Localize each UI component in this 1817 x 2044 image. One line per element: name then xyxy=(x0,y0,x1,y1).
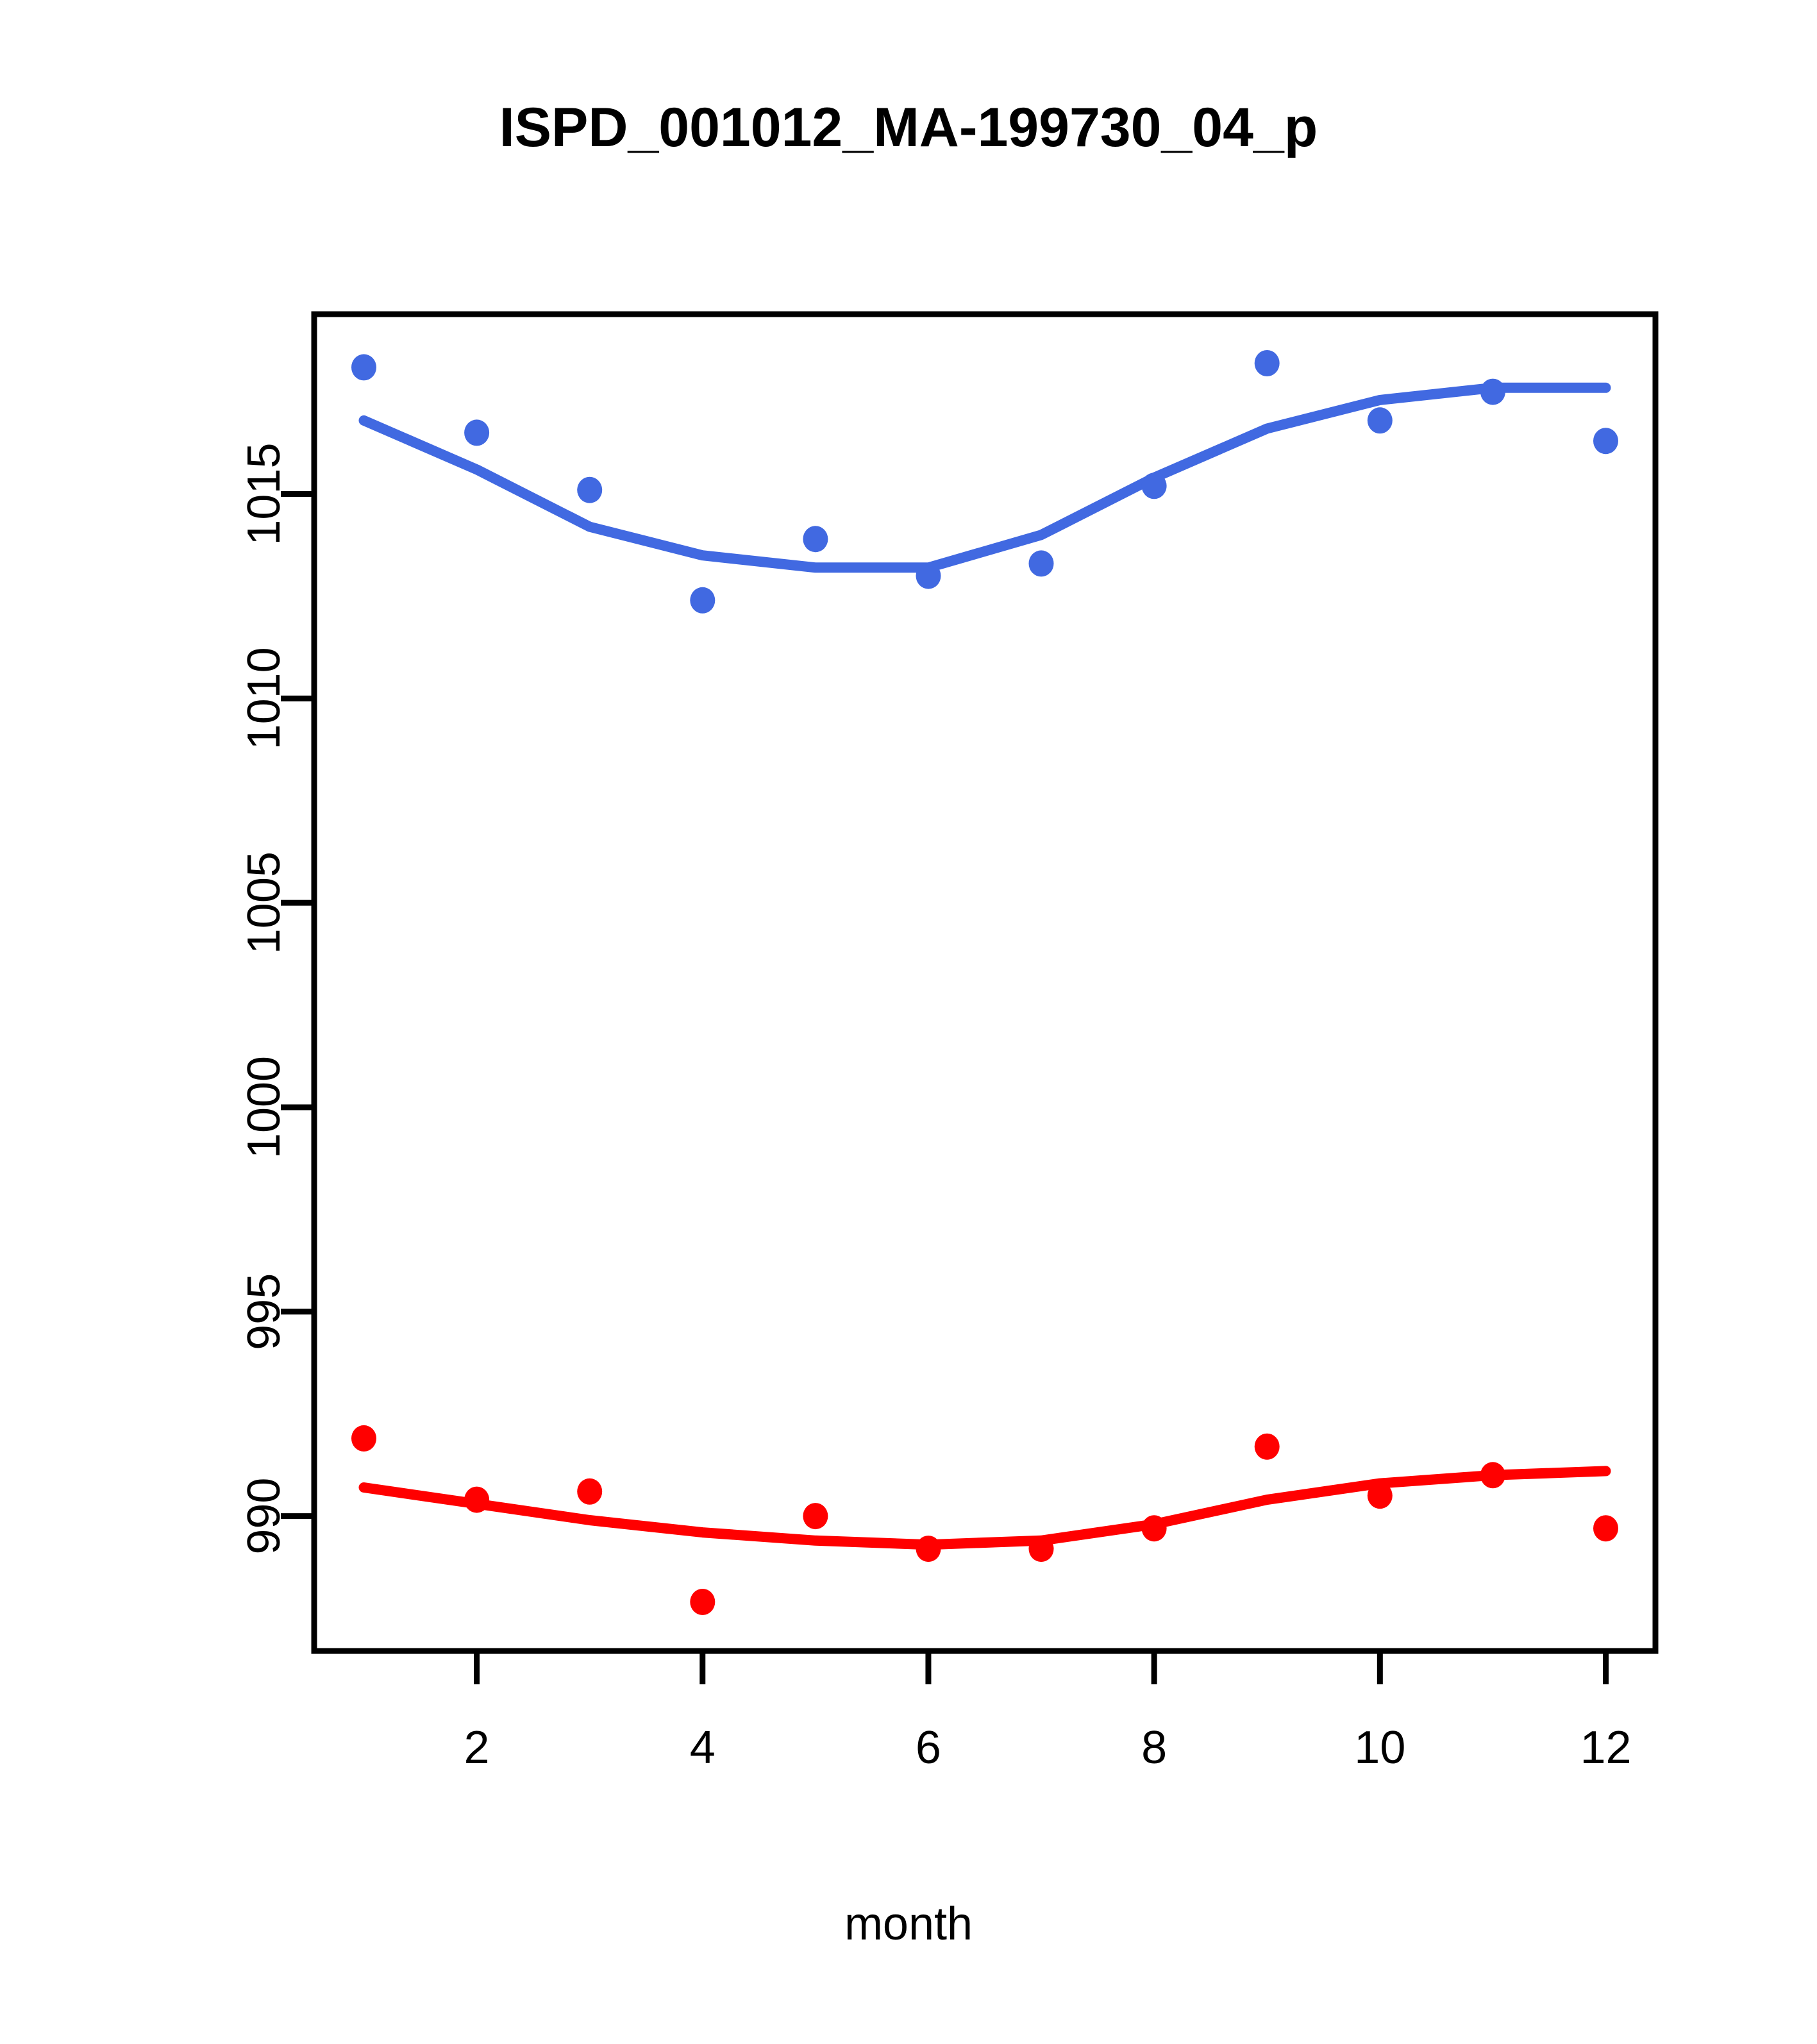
x-tick-label: 12 xyxy=(1580,1722,1631,1773)
data-point-upper xyxy=(1593,428,1618,455)
x-tick-label: 6 xyxy=(916,1722,941,1773)
trend-line-lower xyxy=(358,1466,1611,1550)
data-point-upper xyxy=(1367,407,1393,434)
y-axis-tick-labels: 990 995 1000 1005 1010 1015 xyxy=(239,442,290,1554)
y-axis-ticks xyxy=(281,491,314,1520)
y-tick-label: 1000 xyxy=(239,1056,290,1159)
data-point-lower xyxy=(1367,1482,1393,1509)
data-point-lower xyxy=(690,1589,716,1615)
plot-frame xyxy=(311,311,1659,1654)
data-point-lower xyxy=(351,1425,376,1452)
data-point-lower xyxy=(1480,1462,1505,1489)
y-tick-label: 1005 xyxy=(239,851,290,954)
x-axis-label: month xyxy=(844,1898,973,1950)
y-tick-label: 1015 xyxy=(239,442,290,545)
data-point-upper xyxy=(351,354,376,381)
data-point-lower xyxy=(1254,1433,1280,1460)
data-point-upper xyxy=(1480,378,1505,405)
y-tick-label: 990 xyxy=(239,1478,290,1555)
plot-border xyxy=(311,311,1659,1654)
x-tick-label: 8 xyxy=(1141,1722,1167,1773)
data-point-upper xyxy=(1141,473,1167,499)
data-point-lower xyxy=(464,1486,490,1513)
data-point-upper xyxy=(1254,350,1280,376)
data-point-upper xyxy=(690,587,716,614)
data-point-upper xyxy=(916,562,941,589)
data-point-upper xyxy=(464,419,490,446)
trend-line-upper xyxy=(358,382,1611,573)
x-axis-ticks xyxy=(474,1651,1609,1684)
x-tick-label: 10 xyxy=(1354,1722,1405,1773)
y-tick-label: 1010 xyxy=(239,647,290,750)
data-point-lower xyxy=(803,1503,828,1530)
x-tick-label: 4 xyxy=(690,1722,716,1773)
x-axis-tick-labels: 2 4 6 8 10 12 xyxy=(464,1722,1632,1773)
data-point-lower xyxy=(577,1478,603,1505)
series-trend-lines xyxy=(358,382,1611,1550)
data-point-lower xyxy=(916,1536,941,1562)
data-point-upper xyxy=(577,476,603,503)
data-point-upper xyxy=(803,526,828,553)
data-point-lower xyxy=(1028,1536,1054,1562)
series-data-points xyxy=(351,350,1618,1615)
data-point-upper xyxy=(1028,550,1054,577)
data-point-lower xyxy=(1593,1515,1618,1542)
y-tick-label: 995 xyxy=(239,1273,290,1350)
x-tick-label: 2 xyxy=(464,1722,490,1773)
data-point-lower xyxy=(1141,1515,1167,1542)
page-title: ISPD_001012_MA-199730_04_p xyxy=(499,97,1318,158)
